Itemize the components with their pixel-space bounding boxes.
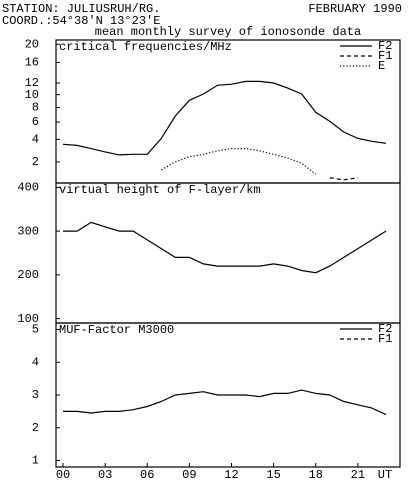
panel-frame xyxy=(55,39,401,184)
y-tick-label: 2 xyxy=(32,421,39,435)
y-tick-label: 8 xyxy=(32,101,39,115)
x-tick-label: 12 xyxy=(224,468,238,480)
series-line xyxy=(62,80,387,156)
panel-title: virtual height of F-layer/km xyxy=(59,183,261,197)
y-tick-label: 300 xyxy=(17,224,39,238)
x-tick-label: 06 xyxy=(140,468,154,480)
y-tick-label: 4 xyxy=(32,133,39,147)
series-line xyxy=(161,148,317,175)
x-tick-label: 15 xyxy=(266,468,280,480)
y-tick-label: 400 xyxy=(17,181,39,195)
legend-label: F2 xyxy=(378,39,392,53)
y-tick-label: 3 xyxy=(32,388,39,402)
x-tick-label: 18 xyxy=(309,468,323,480)
legend-label: E xyxy=(378,59,385,73)
y-tick-label: 12 xyxy=(25,76,39,90)
y-tick-label: 5 xyxy=(32,323,39,337)
date: FEBRUARY 1990 xyxy=(308,2,402,16)
panel-title: MUF-Factor M3000 xyxy=(59,323,174,337)
series-line xyxy=(329,177,358,181)
y-tick-label: 4 xyxy=(32,355,39,369)
panel-title: critical frequencies/MHz xyxy=(59,40,232,54)
y-tick-label: 200 xyxy=(17,268,39,282)
station: STATION: JULIUSRUH/RG. xyxy=(2,2,160,16)
y-tick-label: 10 xyxy=(25,88,39,102)
legend-label: F2 xyxy=(378,322,392,336)
y-tick-label: 20 xyxy=(25,37,39,51)
x-tick-label: 03 xyxy=(98,468,112,480)
y-tick-label: 16 xyxy=(25,56,39,70)
x-tick-label: 00 xyxy=(56,468,70,480)
coord: COORD.:54°38'N 13°23'E xyxy=(2,14,160,28)
y-tick-label: 100 xyxy=(17,312,39,326)
x-tick-label: 21 xyxy=(351,468,365,480)
x-axis-label: UT xyxy=(378,468,392,480)
legend-label: F1 xyxy=(378,49,392,63)
y-tick-label: 1 xyxy=(32,454,39,468)
subtitle: mean monthly survey of ionosonde data xyxy=(95,25,361,39)
y-tick-label: 2 xyxy=(32,155,39,169)
y-tick-label: 6 xyxy=(32,115,39,129)
x-tick-label: 09 xyxy=(182,468,196,480)
series-line xyxy=(63,221,387,274)
panel-frame xyxy=(55,182,401,324)
series-line xyxy=(63,389,387,416)
legend-label: F1 xyxy=(378,332,392,346)
